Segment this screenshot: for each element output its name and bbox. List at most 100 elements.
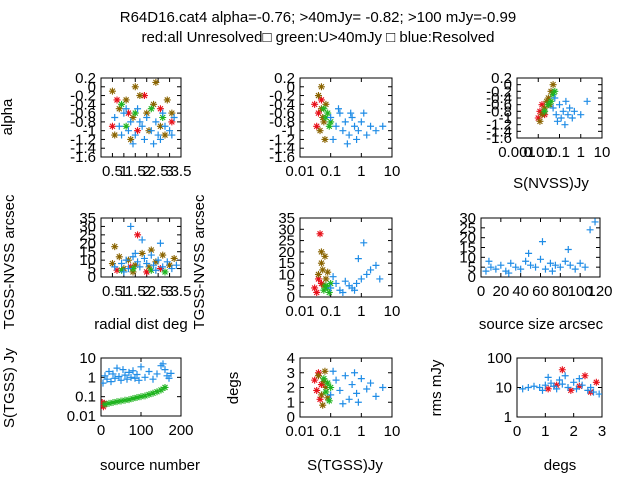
point-plus-blue: [524, 384, 532, 391]
point-plus-blue: [135, 376, 143, 384]
point-star-red: [534, 114, 542, 122]
figure-subtitle: red:all Unresolved□ green:U>40mJy □ blue…: [142, 29, 495, 46]
x-tick-label: 20: [492, 283, 509, 300]
point-plus-blue: [343, 140, 351, 148]
y-axis-label: TGSS-NVSS arcsec: [1, 194, 18, 330]
point-star-olive: [136, 92, 144, 100]
y-tick-label: 0: [88, 269, 96, 286]
y-tick-label: 30: [278, 221, 295, 238]
point-plus-blue: [551, 94, 559, 102]
point-plus-blue: [525, 249, 533, 257]
point-star-red: [140, 92, 148, 100]
point-plus-blue: [557, 114, 565, 122]
x-tick-label: 3: [598, 423, 606, 440]
point-plus-blue: [327, 114, 335, 121]
x-axis-label: S(TGSS)Jy: [307, 457, 383, 474]
point-plus-blue: [332, 122, 340, 130]
point-plus-blue: [357, 375, 365, 383]
x-tick-label: 0.001: [498, 144, 536, 161]
y-tick-label: 25: [459, 220, 476, 237]
x-tick-label: 0.1: [320, 423, 341, 440]
point-plus-blue: [147, 127, 155, 135]
point-plus-blue: [339, 288, 347, 296]
y-tick-label: 0: [287, 289, 295, 306]
plot-frame: [299, 77, 393, 158]
plot-points: [311, 367, 387, 409]
y-tick-label: -0.4: [486, 90, 512, 107]
point-star-olive: [324, 394, 332, 402]
point-star-red: [581, 372, 589, 380]
scatter-panel-1: 0.511.522.533.50.20-0.2-0.4-0.6-0.8-1-1.…: [0, 70, 191, 180]
point-plus-blue: [367, 266, 375, 274]
y-tick-label: 1: [287, 394, 295, 411]
point-star-red: [311, 100, 319, 108]
point-star-olive: [316, 127, 324, 135]
point-plus-blue: [561, 372, 569, 380]
point-star-green: [327, 384, 335, 391]
x-axis-label: S(NVSS)Jy: [513, 175, 589, 192]
point-plus-blue: [360, 109, 368, 117]
point-plus-blue: [576, 259, 584, 267]
y-tick-label: -1: [83, 123, 96, 140]
plot-frame: [100, 77, 182, 158]
point-plus-blue: [575, 375, 583, 383]
point-star-olive: [152, 258, 160, 266]
x-tick-label: 10: [594, 144, 611, 161]
point-star-green: [320, 286, 328, 294]
point-star-red: [313, 288, 321, 296]
point-plus-blue: [363, 131, 371, 139]
point-plus-blue: [571, 265, 579, 273]
point-plus-blue: [339, 400, 347, 408]
point-star-green: [147, 105, 155, 113]
point-star-green: [129, 395, 137, 403]
point-star-olive: [547, 87, 555, 95]
point-plus-blue: [522, 257, 530, 265]
y-tick-label: 4: [287, 350, 295, 367]
point-star-red: [101, 403, 107, 411]
point-plus-blue: [564, 111, 572, 119]
x-tick-label: 0.1: [320, 163, 341, 180]
point-plus-blue: [122, 105, 130, 113]
point-star-red: [134, 231, 142, 239]
point-plus-blue: [167, 369, 175, 377]
point-plus-blue: [127, 222, 135, 230]
y-tick-label: 20: [79, 235, 96, 252]
point-plus-blue: [549, 104, 557, 112]
plot-frame: [299, 357, 393, 418]
point-plus-blue: [564, 384, 572, 391]
x-tick-label: 0.5: [102, 283, 123, 300]
point-plus-blue: [133, 371, 141, 379]
point-plus-blue: [115, 373, 123, 381]
point-plus-blue: [163, 258, 171, 266]
x-tick-label: 40: [512, 283, 529, 300]
point-plus-blue: [376, 275, 384, 283]
point-star-olive: [166, 261, 174, 269]
point-star-green: [320, 105, 328, 113]
y-tick-label: 10: [278, 266, 295, 283]
point-plus-blue: [345, 395, 353, 403]
point-plus-blue: [138, 122, 146, 130]
point-plus-blue: [505, 269, 513, 277]
x-tick-label: 10: [384, 303, 401, 320]
x-tick-label: 80: [552, 283, 569, 300]
point-plus-blue: [137, 363, 145, 371]
y-tick-label: -1.2: [486, 117, 512, 134]
point-star-red: [314, 109, 322, 117]
point-plus-blue: [351, 286, 359, 294]
x-tick-label: 0.1: [549, 144, 570, 161]
y-tick-label: 0: [287, 79, 295, 96]
y-tick-label: 5: [287, 278, 295, 295]
point-plus-blue: [548, 267, 556, 275]
point-plus-blue: [587, 384, 595, 391]
x-tick-label: 10: [384, 423, 401, 440]
point-plus-blue: [161, 122, 169, 130]
point-star-green: [325, 397, 333, 405]
point-star-green: [133, 394, 141, 402]
figure-title: R64D16.cat4 alpha=-0.76; >40mJy= -0.82; …: [120, 9, 517, 26]
point-plus-blue: [544, 373, 552, 381]
point-star-olive: [538, 111, 546, 119]
point-star-olive: [314, 92, 322, 100]
y-tick-label: 0.01: [67, 408, 96, 425]
